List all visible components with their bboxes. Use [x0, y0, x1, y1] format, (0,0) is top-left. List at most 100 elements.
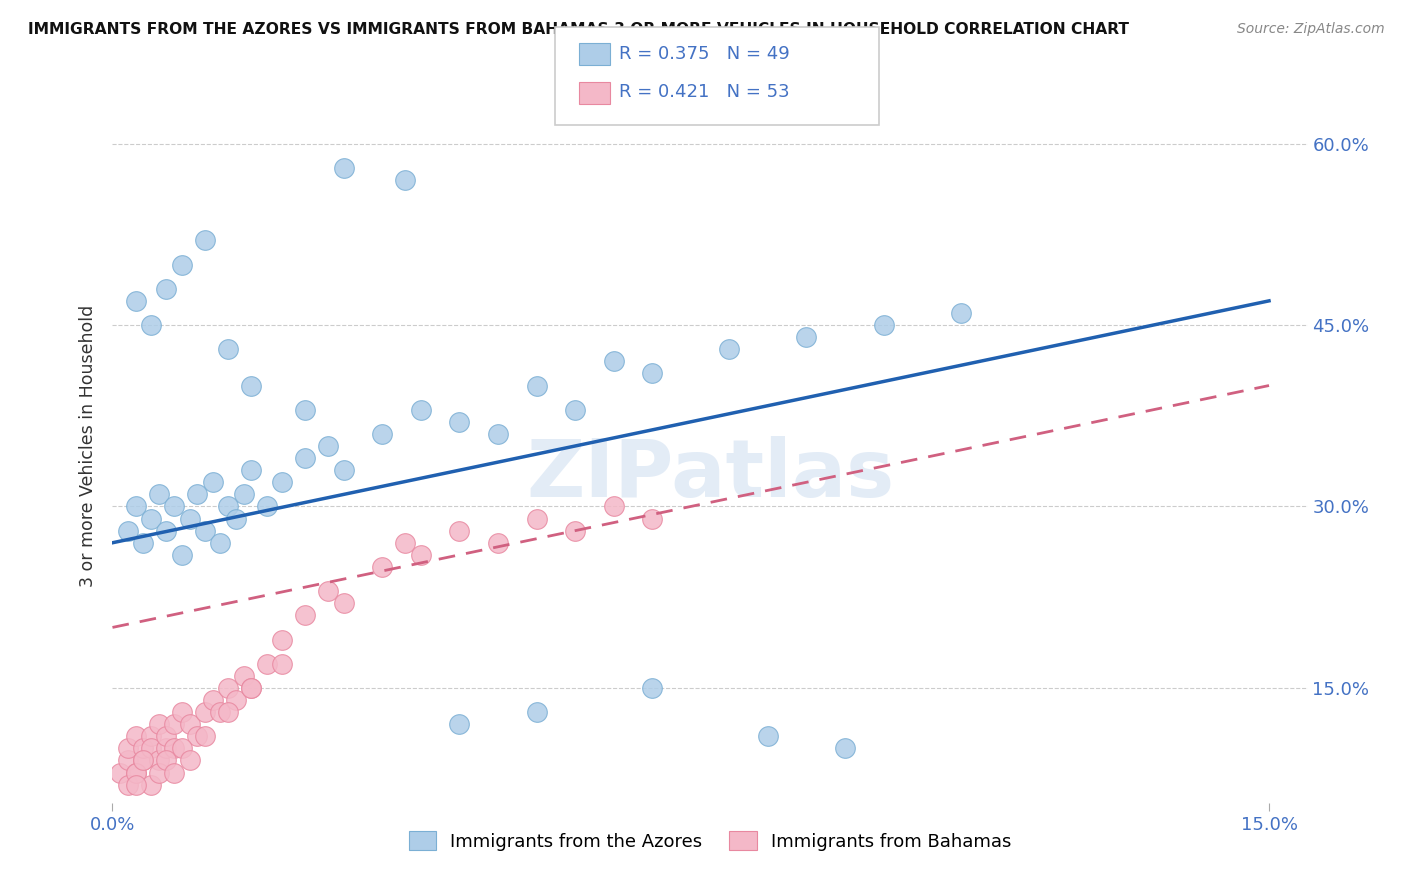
Point — [486, 535, 509, 549]
Point — [225, 693, 247, 707]
Point — [117, 524, 139, 538]
Point — [155, 729, 177, 743]
Point — [108, 765, 131, 780]
Point — [148, 487, 170, 501]
Point — [124, 293, 146, 308]
Point — [526, 511, 548, 525]
Point — [209, 535, 232, 549]
Point — [240, 378, 263, 392]
Point — [170, 741, 193, 756]
Point — [949, 306, 972, 320]
Text: R = 0.421   N = 53: R = 0.421 N = 53 — [619, 83, 789, 101]
Point — [394, 535, 416, 549]
Point — [132, 754, 155, 768]
Point — [449, 717, 471, 731]
Point — [194, 233, 217, 247]
Point — [641, 681, 664, 695]
Point — [641, 511, 664, 525]
Point — [217, 343, 239, 357]
Point — [194, 524, 217, 538]
Point — [449, 524, 471, 538]
Point — [409, 402, 432, 417]
Point — [209, 705, 232, 719]
Point — [163, 741, 186, 756]
Point — [217, 500, 239, 514]
Point — [256, 500, 278, 514]
Point — [170, 258, 193, 272]
Point — [179, 511, 201, 525]
Point — [179, 717, 201, 731]
Point — [117, 778, 139, 792]
Point — [718, 343, 741, 357]
Point — [409, 548, 432, 562]
Point — [117, 741, 139, 756]
Point — [132, 754, 155, 768]
Point — [117, 754, 139, 768]
Point — [201, 475, 224, 490]
Text: R = 0.375   N = 49: R = 0.375 N = 49 — [619, 45, 789, 62]
Point — [271, 475, 294, 490]
Point — [201, 693, 224, 707]
Point — [163, 500, 186, 514]
Point — [155, 282, 177, 296]
Text: ZIPatlas: ZIPatlas — [526, 435, 894, 514]
Point — [602, 500, 624, 514]
Point — [186, 729, 208, 743]
Point — [124, 765, 146, 780]
Point — [163, 717, 186, 731]
Point — [155, 754, 177, 768]
Point — [240, 463, 263, 477]
Point — [139, 741, 162, 756]
Point — [602, 354, 624, 368]
Point — [872, 318, 894, 332]
Point — [139, 318, 162, 332]
Point — [232, 487, 254, 501]
Point — [148, 765, 170, 780]
Point — [333, 463, 356, 477]
Point — [796, 330, 818, 344]
Point — [564, 524, 586, 538]
Point — [256, 657, 278, 671]
Point — [139, 778, 162, 792]
Point — [394, 173, 416, 187]
Point — [132, 741, 155, 756]
Point — [333, 596, 356, 610]
Point — [194, 729, 217, 743]
Point — [449, 415, 471, 429]
Point — [148, 717, 170, 731]
Text: IMMIGRANTS FROM THE AZORES VS IMMIGRANTS FROM BAHAMAS 3 OR MORE VEHICLES IN HOUS: IMMIGRANTS FROM THE AZORES VS IMMIGRANTS… — [28, 22, 1129, 37]
Point — [240, 681, 263, 695]
Point — [155, 524, 177, 538]
Point — [232, 669, 254, 683]
Point — [756, 729, 779, 743]
Point — [834, 741, 856, 756]
Point — [294, 402, 316, 417]
Legend: Immigrants from the Azores, Immigrants from Bahamas: Immigrants from the Azores, Immigrants f… — [402, 824, 1018, 858]
Point — [194, 705, 217, 719]
Point — [132, 535, 155, 549]
Point — [271, 657, 294, 671]
Y-axis label: 3 or more Vehicles in Household: 3 or more Vehicles in Household — [79, 305, 97, 587]
Point — [124, 778, 146, 792]
Point — [486, 426, 509, 441]
Point — [170, 705, 193, 719]
Point — [294, 451, 316, 466]
Point — [124, 500, 146, 514]
Text: Source: ZipAtlas.com: Source: ZipAtlas.com — [1237, 22, 1385, 37]
Point — [271, 632, 294, 647]
Point — [225, 511, 247, 525]
Point — [526, 705, 548, 719]
Point — [163, 765, 186, 780]
Point — [641, 367, 664, 381]
Point — [179, 754, 201, 768]
Point — [318, 584, 340, 599]
Point — [186, 487, 208, 501]
Point — [148, 754, 170, 768]
Point — [318, 439, 340, 453]
Point — [371, 426, 394, 441]
Point — [371, 560, 394, 574]
Point — [294, 608, 316, 623]
Point — [139, 511, 162, 525]
Point — [139, 729, 162, 743]
Point — [124, 765, 146, 780]
